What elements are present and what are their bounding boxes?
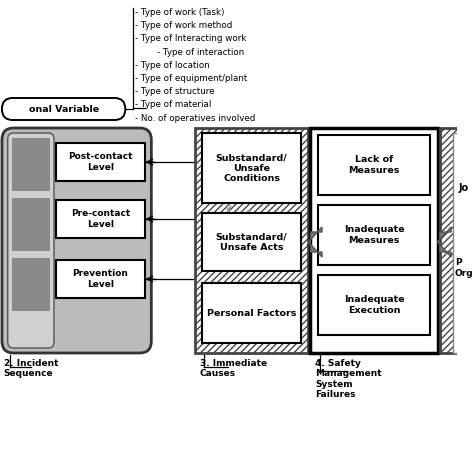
Text: Inadequate
Execution: Inadequate Execution <box>344 295 404 315</box>
Bar <box>11 258 50 311</box>
Text: 4. Safety
Management
System
Failures: 4. Safety Management System Failures <box>315 359 382 399</box>
Bar <box>318 275 430 335</box>
FancyBboxPatch shape <box>8 133 54 348</box>
FancyArrow shape <box>438 227 451 257</box>
Text: Substandard/
Unsafe
Conditions: Substandard/ Unsafe Conditions <box>216 153 287 183</box>
Text: Substandard/
Unsafe Acts: Substandard/ Unsafe Acts <box>216 232 287 252</box>
Text: Prevention
Level: Prevention Level <box>73 269 128 289</box>
Bar <box>318 205 430 265</box>
Text: Pre-contact
Level: Pre-contact Level <box>71 210 130 228</box>
Text: onal Variable: onal Variable <box>28 104 99 113</box>
Bar <box>56 143 145 181</box>
Text: - Type of work (Task)
- Type of work method
- Type of Interacting work
        -: - Type of work (Task) - Type of work met… <box>135 8 255 123</box>
FancyBboxPatch shape <box>2 98 125 120</box>
Bar <box>11 138 50 191</box>
Bar <box>56 200 145 238</box>
Bar <box>56 260 145 298</box>
Text: Lack of
Measures: Lack of Measures <box>348 155 400 175</box>
Bar <box>453 133 474 353</box>
Bar <box>202 133 301 203</box>
Text: Post-contact
Level: Post-contact Level <box>68 152 133 172</box>
Text: Inadequate
Measures: Inadequate Measures <box>344 225 404 245</box>
Text: 3. Immediate
Causes: 3. Immediate Causes <box>200 359 267 378</box>
Text: Personal Factors: Personal Factors <box>207 309 296 318</box>
FancyArrow shape <box>309 227 322 257</box>
Text: Jo: Jo <box>459 183 469 193</box>
Text: P
Org: P Org <box>455 258 474 278</box>
FancyBboxPatch shape <box>2 128 151 353</box>
Bar <box>202 283 301 343</box>
Bar <box>11 198 50 251</box>
Bar <box>310 128 438 353</box>
Bar <box>439 128 474 353</box>
Bar <box>202 213 301 271</box>
Text: 2. Incident
Sequence: 2. Incident Sequence <box>4 359 58 378</box>
Bar <box>195 128 309 353</box>
Bar <box>318 135 430 195</box>
